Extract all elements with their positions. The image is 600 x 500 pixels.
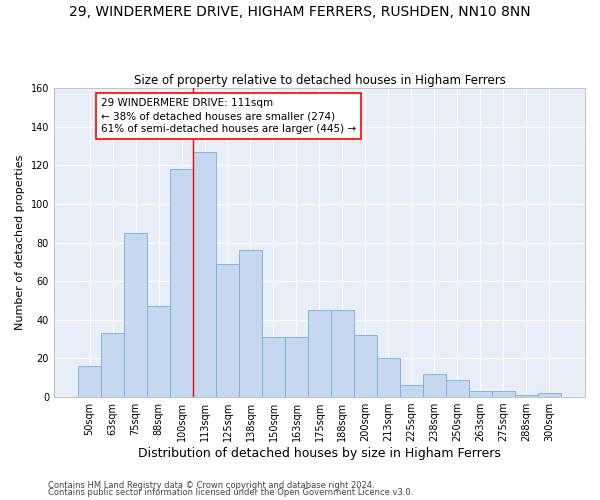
Bar <box>216 264 239 397</box>
Bar <box>285 337 308 397</box>
Bar <box>331 310 354 397</box>
Bar <box>170 170 193 397</box>
Bar <box>147 306 170 397</box>
Bar <box>400 386 423 397</box>
Bar <box>469 392 492 397</box>
Bar <box>354 336 377 397</box>
Bar <box>101 334 124 397</box>
Y-axis label: Number of detached properties: Number of detached properties <box>15 155 25 330</box>
Bar <box>423 374 446 397</box>
Text: Contains public sector information licensed under the Open Government Licence v3: Contains public sector information licen… <box>48 488 413 497</box>
Bar <box>262 337 285 397</box>
Bar <box>124 233 147 397</box>
Text: 29, WINDERMERE DRIVE, HIGHAM FERRERS, RUSHDEN, NN10 8NN: 29, WINDERMERE DRIVE, HIGHAM FERRERS, RU… <box>69 5 531 19</box>
Text: 29 WINDERMERE DRIVE: 111sqm
← 38% of detached houses are smaller (274)
61% of se: 29 WINDERMERE DRIVE: 111sqm ← 38% of det… <box>101 98 356 134</box>
Bar <box>446 380 469 397</box>
Bar <box>538 393 561 397</box>
Bar <box>239 250 262 397</box>
Bar <box>515 395 538 397</box>
Bar <box>308 310 331 397</box>
Text: Contains HM Land Registry data © Crown copyright and database right 2024.: Contains HM Land Registry data © Crown c… <box>48 480 374 490</box>
Bar <box>492 392 515 397</box>
Title: Size of property relative to detached houses in Higham Ferrers: Size of property relative to detached ho… <box>134 74 505 87</box>
X-axis label: Distribution of detached houses by size in Higham Ferrers: Distribution of detached houses by size … <box>138 447 501 460</box>
Bar <box>193 152 216 397</box>
Bar <box>78 366 101 397</box>
Bar <box>377 358 400 397</box>
